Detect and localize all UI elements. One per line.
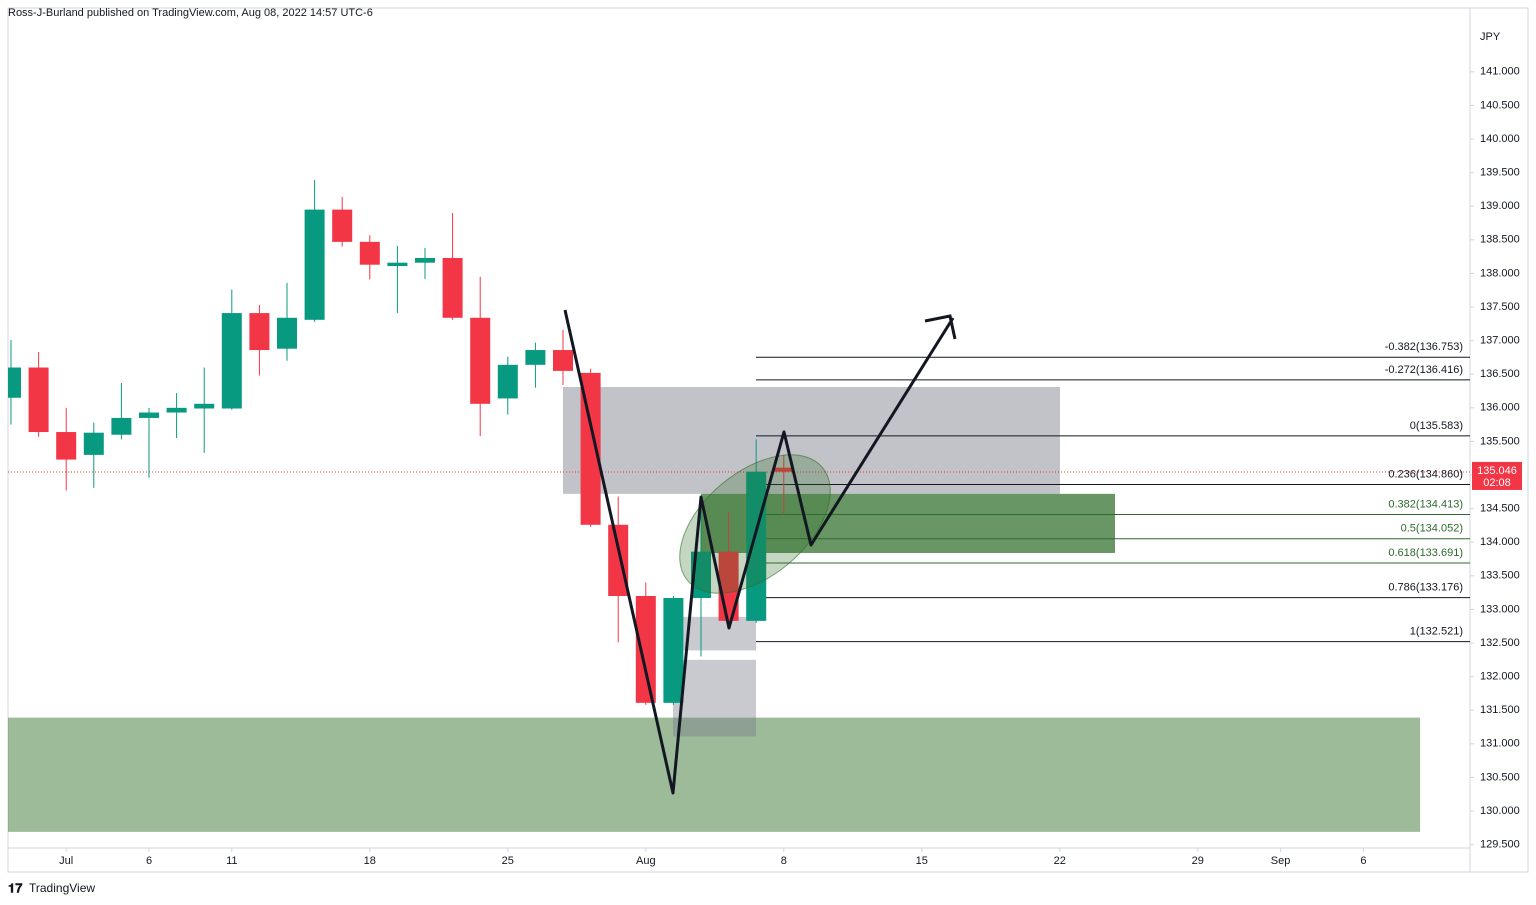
byline: Ross-J-Burland published on TradingView.… <box>8 7 373 19</box>
x-tick-label: 11 <box>226 855 237 867</box>
candle-body <box>635 596 656 703</box>
candle-body <box>773 467 794 472</box>
x-tick-label: Aug <box>636 855 656 867</box>
y-tick-label: 131.000 <box>1480 738 1520 750</box>
candle-body <box>8 367 21 398</box>
y-tick-label: 130.500 <box>1480 771 1520 783</box>
fib-label: 0.618(133.691) <box>1388 547 1463 559</box>
y-tick-label: 139.000 <box>1480 200 1520 212</box>
candle-body <box>304 209 325 320</box>
candle-body <box>277 317 297 349</box>
y-tick-label: 138.500 <box>1480 234 1520 246</box>
countdown-label: 02:08 <box>1483 477 1511 489</box>
y-tick-label: 138.000 <box>1480 267 1520 279</box>
currency-label: JPY <box>1480 31 1501 43</box>
candle-body <box>442 257 463 318</box>
y-tick-label: 133.500 <box>1480 570 1520 582</box>
y-tick-label: 131.500 <box>1480 704 1520 716</box>
candle-body <box>221 313 242 409</box>
y-tick-label: 137.500 <box>1480 301 1520 313</box>
x-tick-label: 18 <box>364 855 376 867</box>
y-tick-label: 140.500 <box>1480 99 1520 111</box>
arrow-head <box>924 314 957 340</box>
candle-body <box>111 417 132 435</box>
candle-body <box>497 364 518 399</box>
x-tick-label: 29 <box>1192 855 1204 867</box>
y-tick-label: 135.500 <box>1480 435 1520 447</box>
y-tick-label: 132.000 <box>1480 671 1520 683</box>
y-tick-label: 132.500 <box>1480 637 1520 649</box>
zone <box>563 387 1060 494</box>
candle-body <box>553 350 573 371</box>
highlight-ellipse <box>679 454 831 594</box>
x-tick-label: 6 <box>1360 855 1366 867</box>
zone <box>8 717 1420 832</box>
zone <box>701 493 1115 553</box>
candle-body <box>387 262 408 267</box>
candle-body <box>580 372 601 525</box>
y-tick-label: 134.000 <box>1480 536 1520 548</box>
candle-body <box>332 209 353 242</box>
x-tick-label: 22 <box>1054 855 1066 867</box>
brand: TradingView <box>29 881 95 895</box>
x-tick-label: Jul <box>59 855 73 867</box>
fib-label: 0.5(134.052) <box>1401 523 1463 535</box>
candle-body <box>56 432 77 460</box>
candle-body <box>359 241 380 265</box>
y-tick-label: 140.000 <box>1480 133 1520 145</box>
x-tick-label: 25 <box>502 855 514 867</box>
x-tick-label: Sep <box>1271 855 1291 867</box>
footer-logo: 𝟏𝟕 TradingView <box>8 880 95 895</box>
candle-body <box>525 350 546 365</box>
candle-body <box>415 257 435 263</box>
y-tick-label: 133.000 <box>1480 603 1520 615</box>
fib-label: 0.236(134.860) <box>1388 468 1463 480</box>
fib-label: -0.272(136.416) <box>1385 364 1463 376</box>
candle-body <box>83 432 104 455</box>
zone <box>673 616 756 651</box>
candle-body <box>249 313 270 351</box>
candle-body <box>28 367 49 433</box>
candle-body <box>194 403 215 409</box>
last-price-label: 135.046 <box>1477 465 1517 477</box>
x-tick-label: 8 <box>781 855 787 867</box>
x-tick-label: 6 <box>146 855 152 867</box>
x-tick-label: 15 <box>916 855 928 867</box>
y-tick-label: 136.500 <box>1480 368 1520 380</box>
candle-body <box>608 524 629 596</box>
fib-label: 1(132.521) <box>1410 626 1463 638</box>
logo-mark: 𝟏𝟕 <box>8 880 23 895</box>
y-tick-label: 136.000 <box>1480 402 1520 414</box>
y-tick-label: 130.000 <box>1480 805 1520 817</box>
candle-body <box>166 407 187 413</box>
fib-label: -0.382(136.753) <box>1385 341 1463 353</box>
fib-label: 0.786(133.176) <box>1388 582 1463 594</box>
y-tick-label: 137.000 <box>1480 335 1520 347</box>
candle-body <box>663 598 684 703</box>
fib-label: 0(135.583) <box>1410 420 1463 432</box>
fib-label: 0.382(134.413) <box>1388 498 1463 510</box>
y-tick-label: 141.000 <box>1480 66 1520 78</box>
last-price-tag <box>1472 461 1522 490</box>
plot <box>8 180 1470 832</box>
y-tick-label: 139.500 <box>1480 167 1520 179</box>
candle-body <box>139 412 159 418</box>
zone <box>673 659 756 737</box>
projection-path <box>563 309 955 795</box>
y-tick-label: 129.500 <box>1480 839 1520 851</box>
frame <box>7 7 1529 873</box>
drawings <box>563 309 957 795</box>
candle-body <box>470 317 491 404</box>
y-tick-label: 134.500 <box>1480 503 1520 515</box>
